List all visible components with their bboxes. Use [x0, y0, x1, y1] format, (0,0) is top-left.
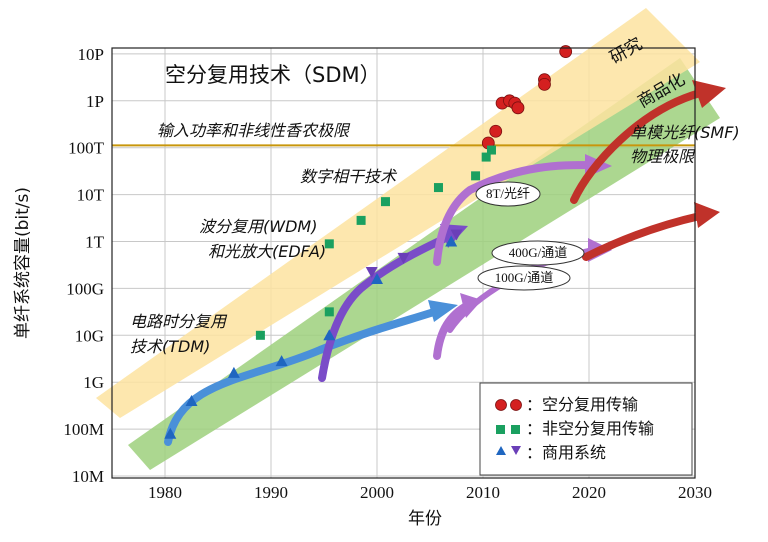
smf-label-2: 物理极限: [630, 147, 696, 166]
smf-label-1: 单模光纤(SMF): [630, 123, 740, 142]
non-sdm-point: [356, 215, 366, 225]
data-points: [164, 45, 573, 439]
x-tick-label: 1990: [254, 483, 288, 502]
legend-triangle-down-marker: [511, 446, 521, 455]
legend-item-commercial: ：商用系统: [526, 443, 606, 462]
commercial-point: [164, 427, 177, 439]
non-sdm-point: [481, 152, 491, 162]
commercial-point: [445, 235, 458, 247]
commercial-point: [371, 273, 383, 285]
bubble-400g: 400G/通道: [491, 240, 585, 266]
x-tick-label: 2020: [572, 483, 606, 502]
y-tick-label: 10M: [72, 467, 104, 486]
x-tick-label: 2030: [678, 483, 712, 502]
wdm-arrow: [318, 232, 454, 382]
legend-item-sdm: ：空分复用传输: [526, 395, 638, 414]
legend-circle-marker: [495, 399, 507, 411]
legend-square-marker: [496, 425, 505, 434]
non-sdm-point: [471, 171, 481, 181]
wdm-label-2: 和光放大(EDFA): [208, 242, 326, 261]
smf-arrow-1-head: [692, 80, 726, 108]
y-axis-label: 单纤系统容量(bit/s): [13, 187, 33, 339]
commercial-down-point: [450, 229, 463, 241]
tdm-label-2: 技术(TDM): [130, 337, 210, 356]
non-sdm-point: [324, 239, 334, 249]
bubble-400g-label: 400G/通道: [509, 245, 568, 260]
y-tick-label: 1T: [85, 233, 105, 252]
bubble-8t: 8T/光纤: [475, 181, 541, 207]
legend-circle-marker: [510, 399, 522, 411]
y-tick-label: 10G: [75, 326, 104, 345]
coherent-label: 数字相干技术: [300, 167, 398, 186]
y-tick-label: 100T: [68, 139, 105, 158]
b100g-arrow: [433, 301, 472, 360]
smf-arrow-1: [570, 89, 704, 204]
axes: 10M 100M 1G 10G 100G 1T 10T 100T 1P 10P 1980 1990 20…: [63, 45, 712, 502]
sdm-point: [489, 124, 503, 138]
non-sdm-point: [486, 145, 496, 155]
tdm-label-1: 电路时分复用: [130, 312, 228, 331]
non-sdm-point: [324, 307, 334, 317]
y-tick-label: 1G: [83, 373, 104, 392]
sdm-point: [559, 45, 573, 58]
legend-square-marker: [511, 425, 520, 434]
commercial-point: [227, 366, 240, 378]
chart-title: 空分复用技术（SDM）: [165, 63, 381, 87]
smf-arrow-2: [582, 212, 704, 261]
bubble-100g-label: 100G/通道: [495, 270, 554, 285]
x-axis-label: 年份: [408, 509, 442, 529]
x-tick-label: 1980: [148, 483, 182, 502]
non-sdm-point: [255, 330, 265, 340]
commercial-point: [323, 329, 336, 341]
sdm-point: [511, 101, 525, 115]
commercial-point: [185, 394, 198, 406]
x-tick-label: 2000: [360, 483, 394, 502]
smf-arrow-2-head: [694, 202, 720, 228]
legend-triangle-marker: [496, 446, 506, 455]
plot-frame: [111, 47, 696, 479]
sdm-point: [538, 77, 551, 91]
non-sdm-point: [380, 197, 390, 207]
non-sdm-point: [433, 183, 443, 193]
research-band: [96, 8, 700, 418]
y-tick-label: 10P: [78, 45, 104, 64]
y-tick-label: 100M: [63, 420, 104, 439]
commercial-point: [275, 355, 288, 367]
legend: ：空分复用传输 ：非空分复用传输 ：商用系统: [479, 382, 693, 476]
commercial-down-point: [365, 266, 378, 278]
bubble-100g: 100G/通道: [477, 265, 571, 291]
y-tick-label: 1P: [86, 92, 104, 111]
x-tick-label: 2010: [466, 483, 500, 502]
commercial-down-point: [397, 252, 410, 264]
y-tick-label: 100G: [66, 279, 104, 298]
coherent-arrow: [433, 161, 594, 266]
legend-item-non-sdm: ：非空分复用传输: [526, 419, 654, 438]
y-tick-label: 10T: [77, 186, 105, 205]
shannon-limit-label: 输入功率和非线性香农极限: [157, 121, 351, 140]
tdm-arrow-head: [428, 300, 458, 322]
wdm-label-1: 波分复用(WDM): [199, 217, 317, 236]
bubble-8t-label: 8T/光纤: [486, 186, 530, 201]
